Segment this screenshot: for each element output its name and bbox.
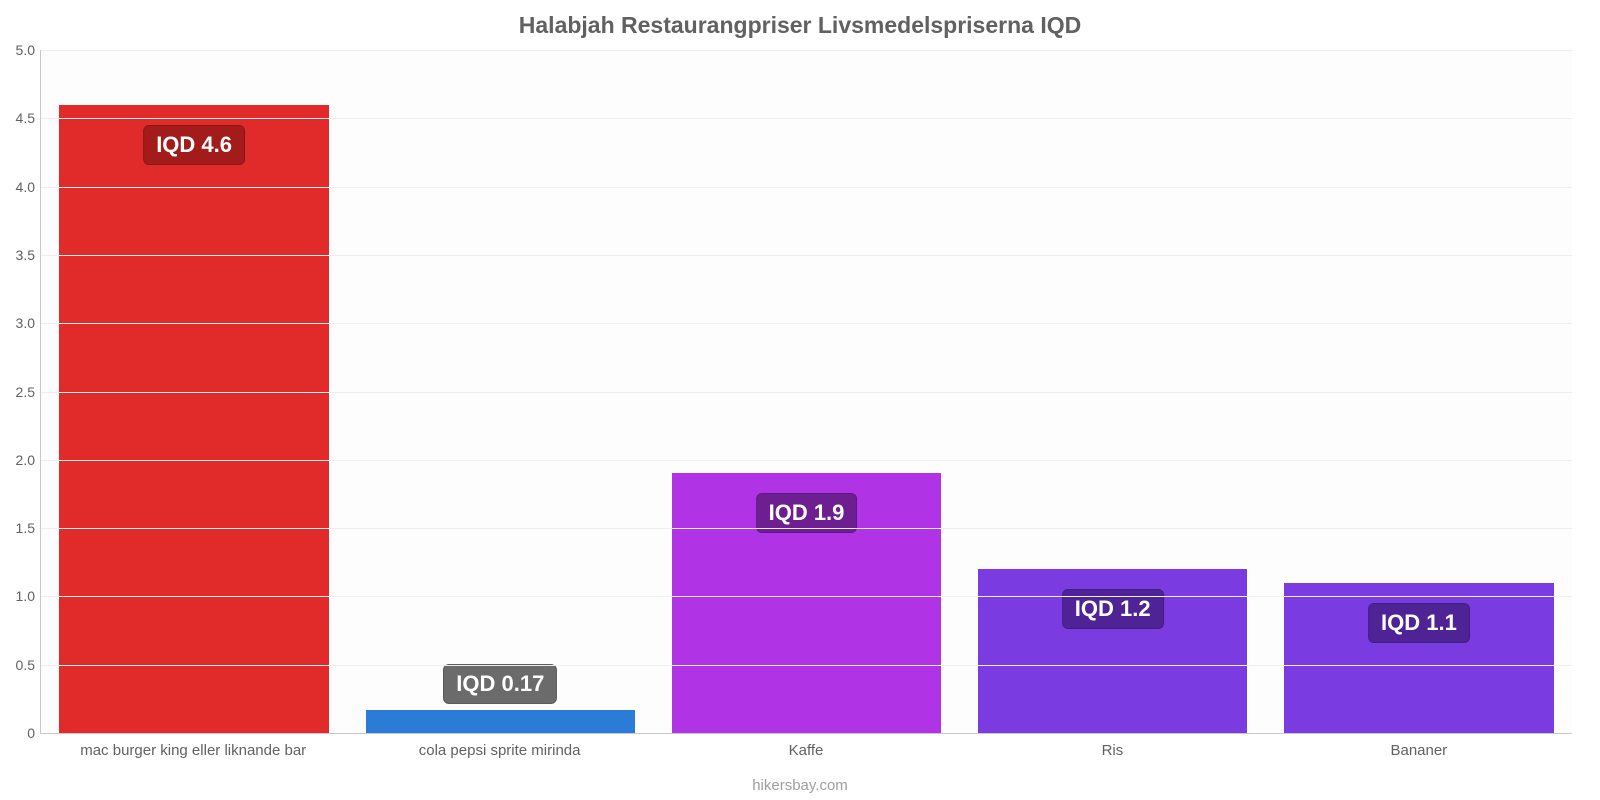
plot-area: IQD 4.6IQD 0.17IQD 1.9IQD 1.2IQD 1.1 00.… bbox=[40, 50, 1572, 734]
ytick-label: 4.0 bbox=[16, 179, 41, 195]
category-labels-row: mac burger king eller liknande barcola p… bbox=[40, 734, 1572, 759]
gridline bbox=[41, 528, 1572, 529]
category-label: Bananer bbox=[1266, 734, 1572, 759]
gridline bbox=[41, 323, 1572, 324]
gridline bbox=[41, 255, 1572, 256]
bar: IQD 0.17 bbox=[366, 710, 635, 733]
gridline bbox=[41, 187, 1572, 188]
gridline bbox=[41, 596, 1572, 597]
price-chart: Halabjah Restaurangpriser Livsmedelspris… bbox=[0, 0, 1600, 800]
bar: IQD 1.9 bbox=[672, 473, 941, 733]
category-label: Ris bbox=[959, 734, 1265, 759]
ytick-label: 2.5 bbox=[16, 384, 41, 400]
source-label: hikersbay.com bbox=[0, 777, 1600, 794]
bar-value-label: IQD 4.6 bbox=[143, 125, 245, 165]
gridline bbox=[41, 50, 1572, 51]
gridline bbox=[41, 460, 1572, 461]
ytick-label: 2.0 bbox=[16, 452, 41, 468]
category-label: cola pepsi sprite mirinda bbox=[346, 734, 652, 759]
ytick-label: 0 bbox=[27, 725, 41, 741]
ytick-label: 5.0 bbox=[16, 42, 41, 58]
category-label: mac burger king eller liknande bar bbox=[40, 734, 346, 759]
ytick-label: 1.0 bbox=[16, 588, 41, 604]
bar-value-label: IQD 0.17 bbox=[443, 664, 557, 704]
ytick-label: 3.0 bbox=[16, 315, 41, 331]
category-label: Kaffe bbox=[653, 734, 959, 759]
ytick-label: 0.5 bbox=[16, 657, 41, 673]
gridline bbox=[41, 665, 1572, 666]
chart-title: Halabjah Restaurangpriser Livsmedelspris… bbox=[0, 12, 1600, 39]
gridline bbox=[41, 392, 1572, 393]
bar: IQD 4.6 bbox=[59, 105, 328, 733]
bar-value-label: IQD 1.2 bbox=[1062, 589, 1164, 629]
bar: IQD 1.2 bbox=[978, 569, 1247, 733]
ytick-label: 3.5 bbox=[16, 247, 41, 263]
bar-value-label: IQD 1.1 bbox=[1368, 603, 1470, 643]
gridline bbox=[41, 118, 1572, 119]
ytick-label: 4.5 bbox=[16, 110, 41, 126]
ytick-label: 1.5 bbox=[16, 520, 41, 536]
bar: IQD 1.1 bbox=[1284, 583, 1553, 733]
